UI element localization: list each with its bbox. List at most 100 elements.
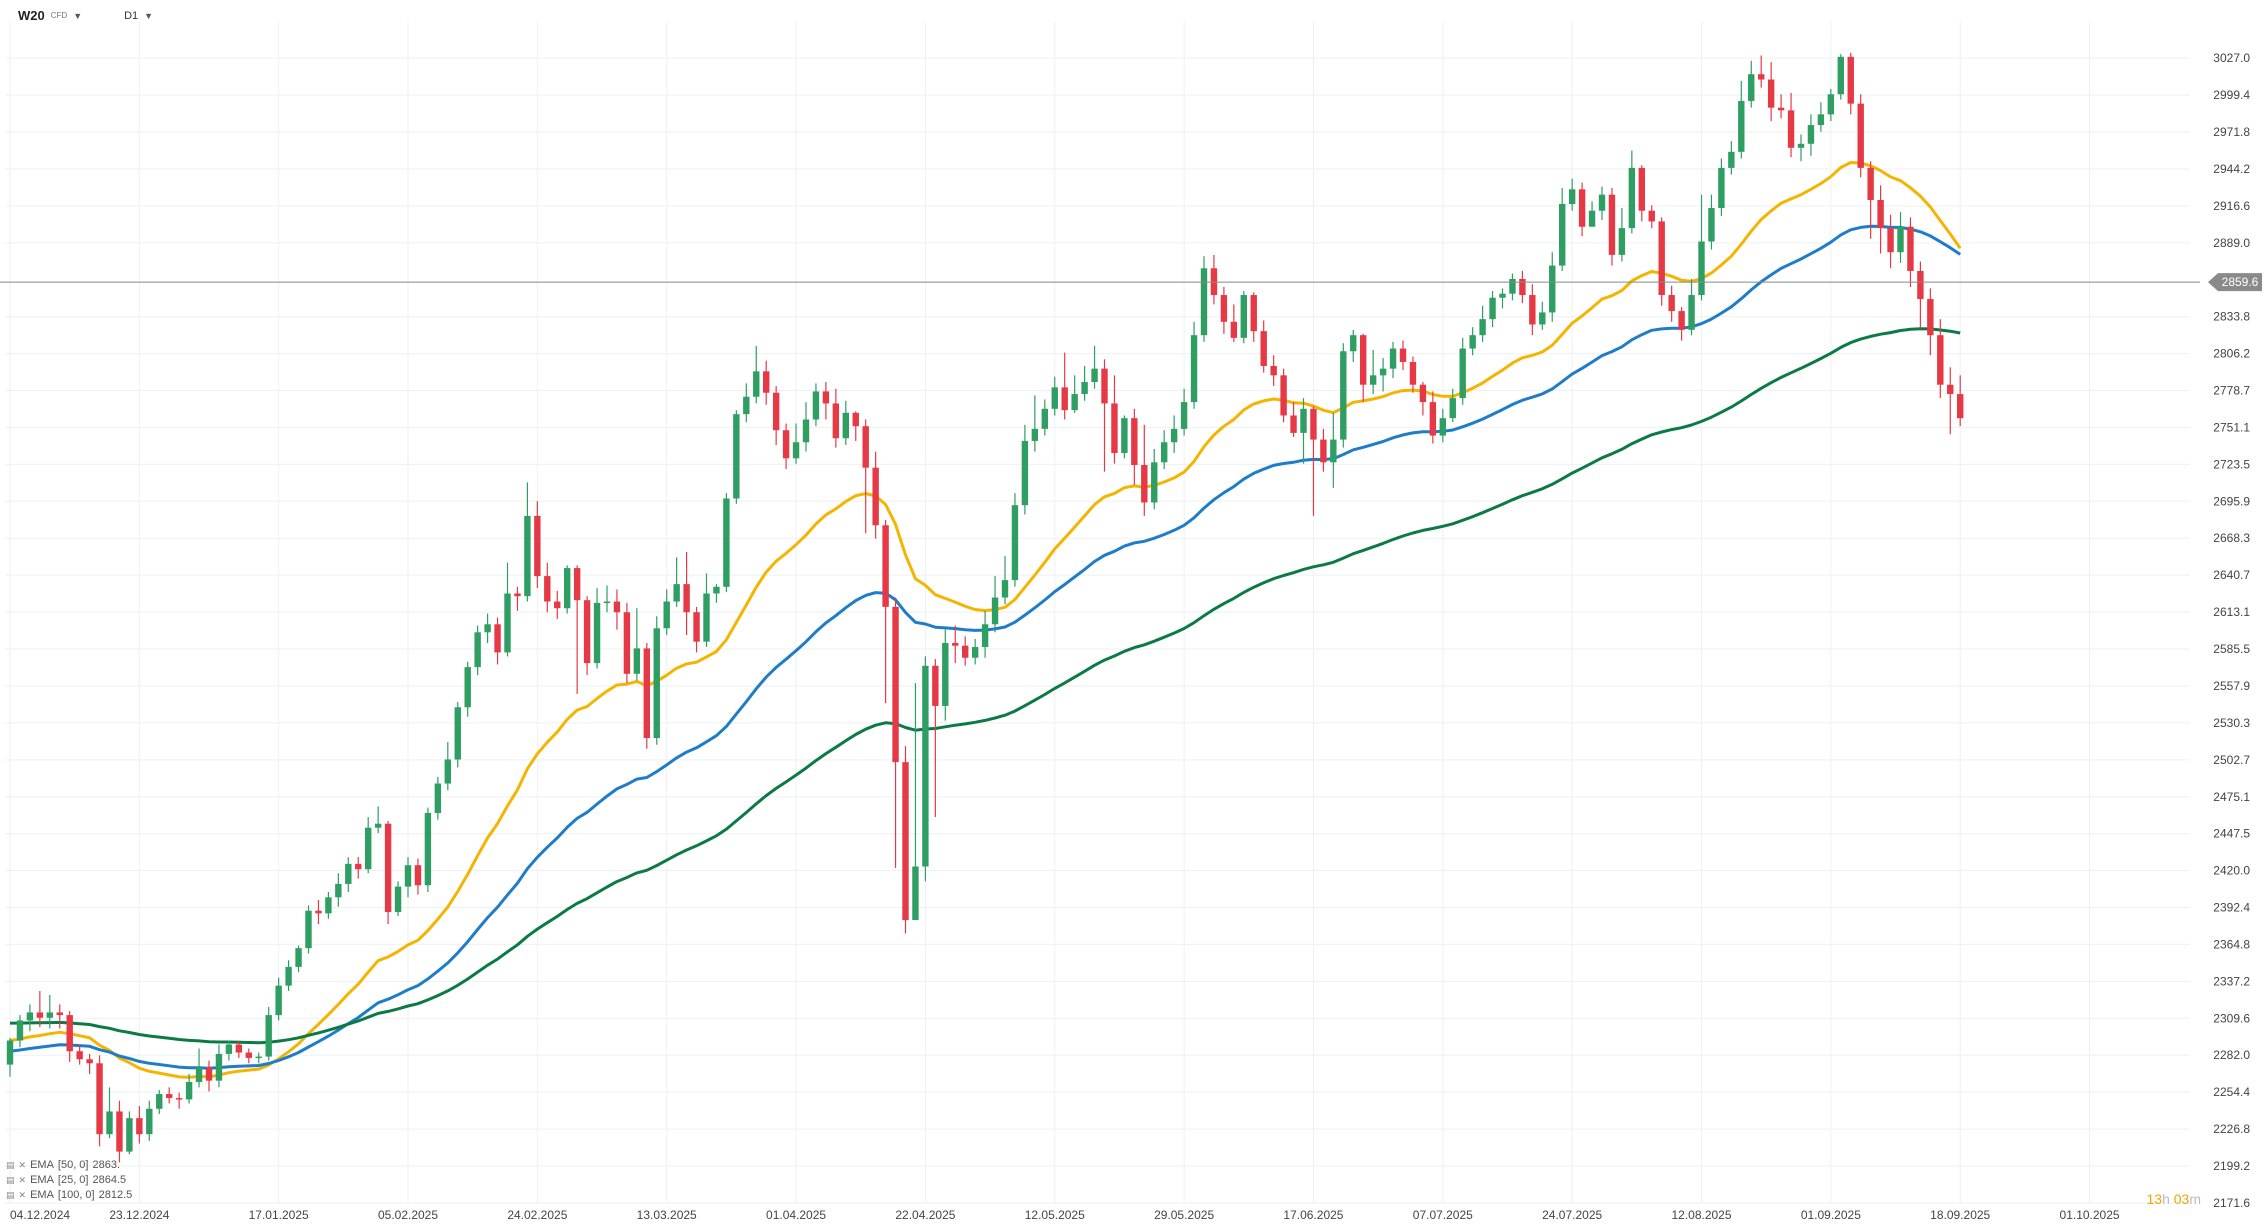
close-icon[interactable]: ✕: [18, 1175, 27, 1185]
candle: [1180, 388, 1188, 436]
candle-body: [275, 985, 282, 1016]
candle-body: [1588, 210, 1596, 227]
x-tick-label: 01.10.2025: [2060, 1208, 2120, 1222]
candle-body: [335, 883, 342, 898]
candle: [1190, 321, 1198, 409]
candle-body: [1121, 418, 1128, 453]
candle-body: [1539, 312, 1546, 325]
candle-body: [1907, 226, 1914, 271]
candle-countdown: 13h 03m: [2146, 1191, 2201, 1207]
candle: [1698, 194, 1705, 301]
candle: [1210, 254, 1218, 305]
candle: [1310, 406, 1317, 516]
candle-body: [832, 403, 840, 439]
candle-body: [753, 371, 760, 397]
candle-body: [733, 414, 740, 499]
candle-body: [1290, 415, 1297, 433]
timeframe-dropdown-icon[interactable]: ▼: [144, 10, 154, 21]
y-tick-label: 2309.6: [2213, 1011, 2250, 1025]
candle: [484, 613, 491, 644]
legend-params: [50, 0]: [57, 1159, 89, 1171]
x-tick-label: 01.04.2025: [766, 1208, 826, 1222]
candle: [1011, 493, 1019, 587]
candle-body: [1270, 365, 1277, 376]
legend-item-ema25[interactable]: ▤ ✕ EMA [25, 0] 2864.5: [6, 1173, 132, 1188]
candle-body: [1688, 295, 1695, 330]
candle: [1568, 178, 1576, 211]
y-tick-label: 2585.5: [2213, 642, 2250, 656]
candle-body: [962, 645, 969, 658]
symbol-label[interactable]: W20: [18, 8, 45, 23]
candle-body: [613, 601, 621, 613]
candle-body: [434, 783, 442, 813]
candle: [743, 383, 750, 423]
x-tick-label: 07.07.2025: [1413, 1208, 1473, 1222]
candle: [1459, 337, 1466, 405]
settings-icon[interactable]: ▤: [6, 1190, 15, 1200]
y-tick-label: 2502.7: [2213, 753, 2250, 767]
legend-item-ema50[interactable]: ▤ ✕ EMA [50, 0] 2863.: [6, 1158, 132, 1173]
candle-body: [892, 606, 899, 763]
candle: [1877, 185, 1884, 254]
candle: [962, 636, 969, 666]
symbol-dropdown-icon[interactable]: ▼: [73, 10, 83, 21]
candle-body: [1399, 348, 1407, 362]
candle: [1897, 212, 1904, 263]
candle: [1389, 341, 1397, 379]
candle: [633, 608, 641, 681]
candle-body: [235, 1044, 243, 1053]
candle-body: [1648, 210, 1655, 222]
candle-body: [1549, 265, 1556, 313]
candle-body: [763, 371, 770, 393]
candle-body: [1419, 384, 1427, 403]
candle: [1578, 182, 1586, 237]
close-icon[interactable]: ✕: [18, 1160, 27, 1170]
countdown-hours-unit: h: [2162, 1191, 2170, 1207]
candle: [554, 590, 561, 619]
legend-item-ema100[interactable]: ▤ ✕ EMA [100, 0] 2812.5: [6, 1188, 132, 1203]
legend-value: 2863.: [92, 1159, 121, 1171]
candle-body: [1170, 428, 1178, 443]
candle-body: [683, 584, 690, 613]
candle-body: [126, 1118, 133, 1152]
candle-body: [713, 586, 720, 594]
candle-body: [1628, 167, 1636, 229]
candle: [1787, 92, 1795, 158]
candle: [185, 1073, 193, 1104]
candle-body: [1310, 408, 1317, 440]
candle: [1200, 256, 1208, 342]
settings-icon[interactable]: ▤: [6, 1175, 15, 1185]
candle: [285, 960, 292, 991]
candle: [245, 1048, 252, 1064]
candle-body: [185, 1082, 193, 1100]
candle: [325, 891, 332, 919]
candle-body: [603, 601, 611, 604]
candle: [952, 625, 959, 664]
candle: [1758, 55, 1765, 88]
candle: [355, 857, 362, 879]
candle-body: [1917, 270, 1924, 300]
candle: [1668, 285, 1675, 322]
candle: [1608, 187, 1616, 266]
price-tag-label: 2859.6: [2222, 275, 2259, 289]
ema-line-100: [10, 327, 1961, 1045]
candle-body: [484, 624, 491, 633]
close-icon[interactable]: ✕: [18, 1190, 27, 1200]
candle: [335, 873, 342, 907]
candle-body: [384, 823, 392, 913]
candle-body: [1111, 403, 1118, 453]
y-tick-label: 2226.8: [2213, 1122, 2250, 1136]
timeframe-label[interactable]: D1: [124, 9, 139, 22]
candle: [434, 776, 442, 820]
candle-body: [1927, 299, 1934, 336]
candle-body: [1947, 384, 1954, 395]
x-tick-label: 17.06.2025: [1283, 1208, 1343, 1222]
candle-body: [1777, 107, 1785, 111]
candle: [56, 1004, 63, 1029]
settings-icon[interactable]: ▤: [6, 1160, 15, 1170]
y-tick-label: 2999.4: [2213, 88, 2250, 102]
candle-body: [156, 1094, 163, 1109]
candle-body: [86, 1059, 93, 1064]
candle: [1489, 291, 1496, 328]
